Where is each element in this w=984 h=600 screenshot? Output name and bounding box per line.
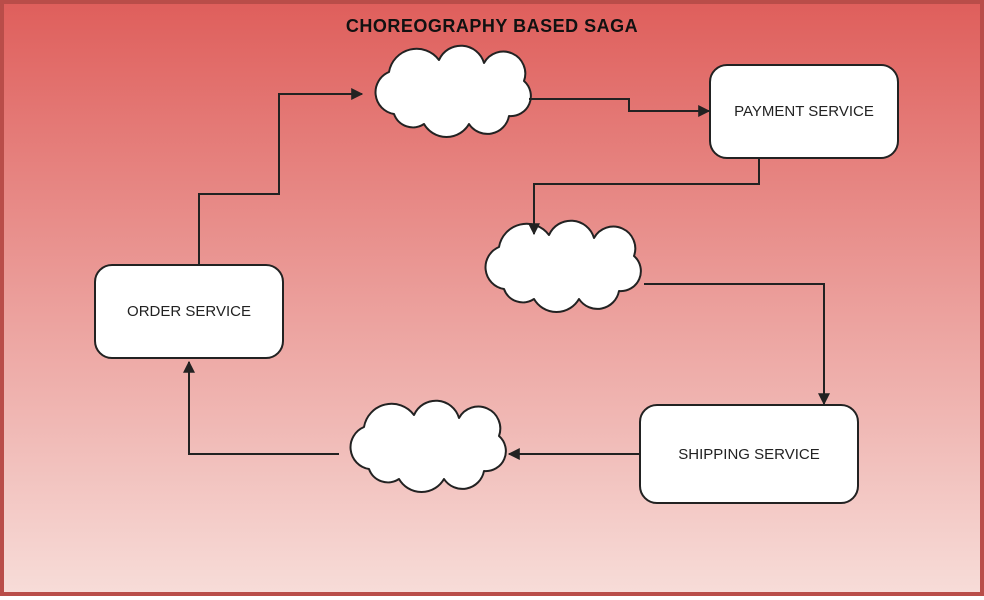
edge-order_service-to-order_created xyxy=(199,94,362,264)
node-payment-service: PAYMENT SERVICE xyxy=(709,64,899,159)
edge-payment_service-to-invoice_created xyxy=(534,159,759,234)
event-cloud-order-created xyxy=(376,46,531,137)
diagram-canvas: CHOREOGRAPHY BASED SAGA ORDER SERVICE PA… xyxy=(0,0,984,596)
node-label: ORDER SERVICE xyxy=(127,303,251,320)
diagram-title: CHOREOGRAPHY BASED SAGA xyxy=(4,16,980,37)
node-order-service: ORDER SERVICE xyxy=(94,264,284,359)
event-order-created-label: Order Created Event xyxy=(369,92,529,106)
event-cloud-order-shipped xyxy=(351,401,506,492)
node-label: SHIPPING SERVICE xyxy=(678,446,819,463)
node-label: PAYMENT SERVICE xyxy=(734,103,874,120)
event-cloud-invoice-created xyxy=(486,221,641,312)
edge-order_created-to-payment_service xyxy=(529,99,709,111)
event-order-shipped-label: Order Shipped Event xyxy=(344,447,504,461)
event-invoice-created-label: Invoice Created Event xyxy=(479,267,639,281)
edge-invoice_created-to-shipping_service xyxy=(644,284,824,404)
node-shipping-service: SHIPPING SERVICE xyxy=(639,404,859,504)
edge-order_shipped-to-order_service xyxy=(189,362,339,454)
